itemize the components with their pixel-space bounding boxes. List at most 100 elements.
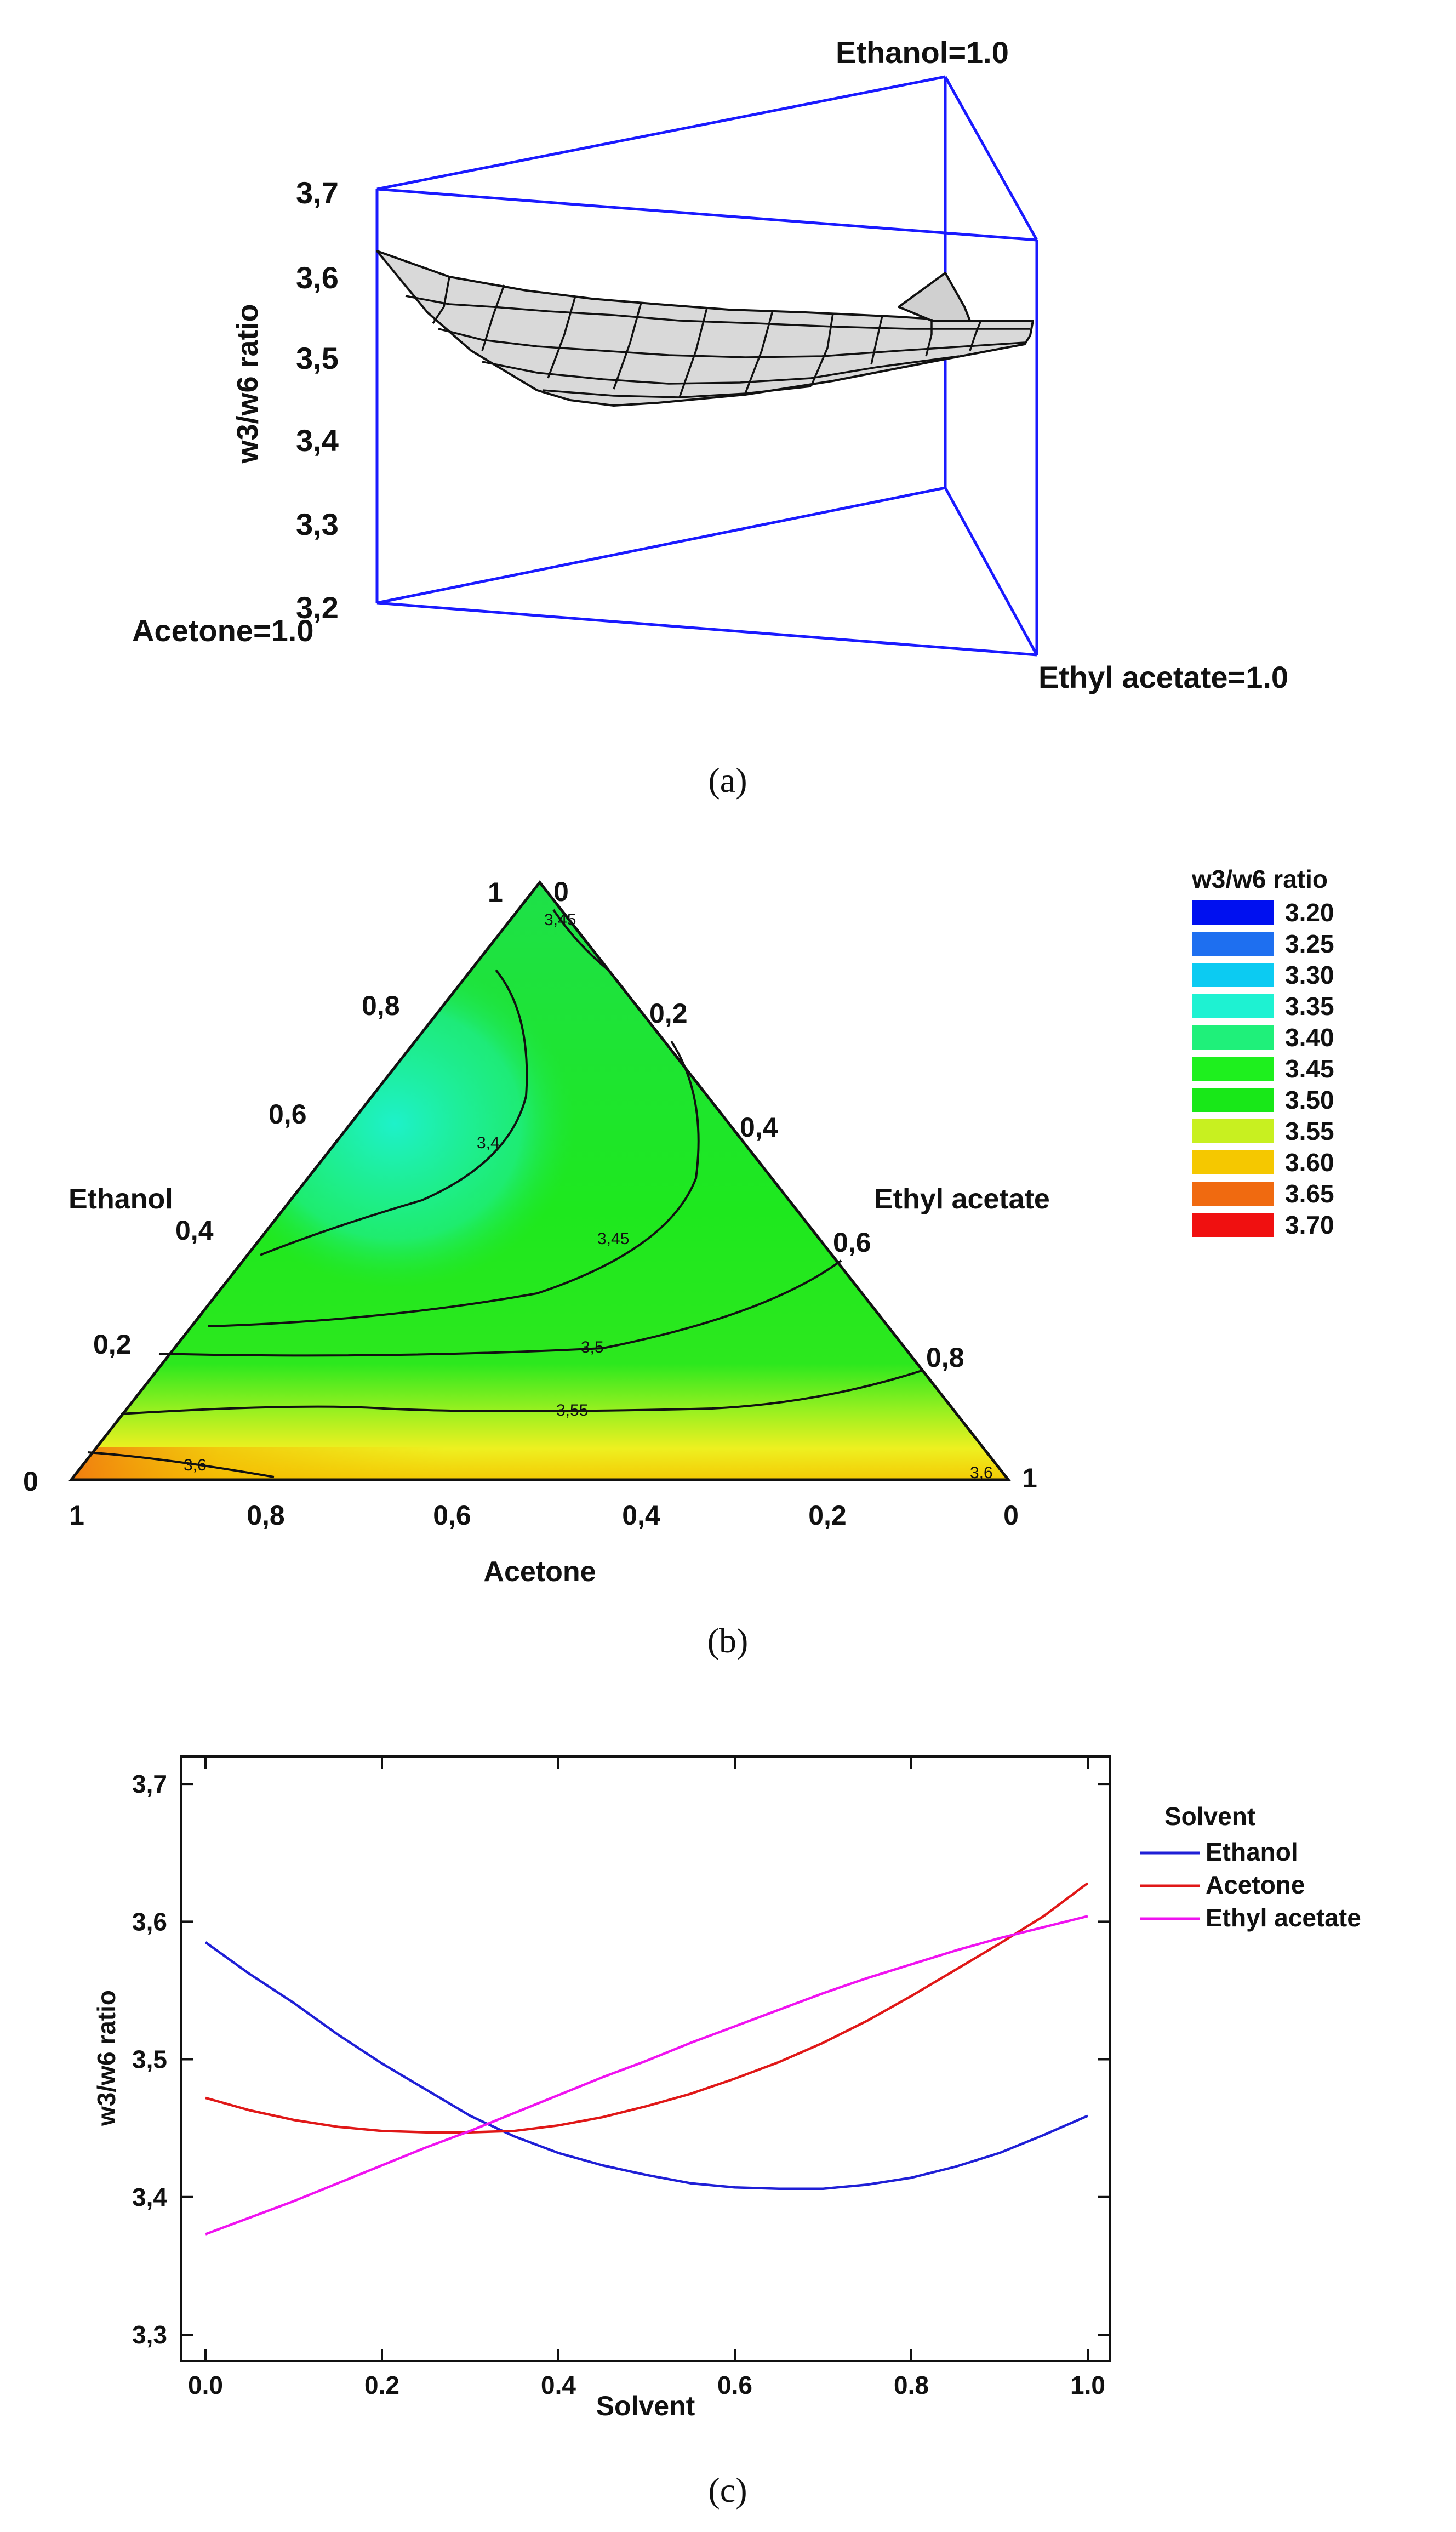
series-lines bbox=[204, 1882, 1089, 2236]
vertex-label-ethyl-acetate: Ethyl acetate=1.0 bbox=[1038, 660, 1288, 694]
ternary-frame bbox=[68, 880, 1012, 1481]
frame-edge bbox=[376, 187, 1037, 242]
ternary-left-tick: 0,8 bbox=[362, 990, 400, 1021]
line-legend: Ethanol Acetone Ethyl acetate bbox=[1140, 1838, 1361, 1932]
legend-swatch bbox=[1192, 1025, 1274, 1050]
mesh-line bbox=[925, 319, 933, 357]
axis-label-acetone: Acetone bbox=[483, 1556, 596, 1588]
panel-a: w3/w6 ratio 3,7 3,6 3,5 3,4 3,3 3,2 Acetone=1… bbox=[132, 35, 1288, 800]
caption-c: (c) bbox=[708, 2471, 747, 2510]
x-tick-label: 0.4 bbox=[541, 2371, 576, 2399]
y-axis-label-c: w3/w6 ratio bbox=[92, 1990, 121, 2126]
vertex-label-acetone: Acetone=1.0 bbox=[132, 613, 314, 648]
legend-swatch bbox=[1192, 1119, 1274, 1143]
x-tick-label: 1.0 bbox=[1070, 2371, 1105, 2399]
legend-swatch bbox=[1192, 1213, 1274, 1237]
contour-label: 3,5 bbox=[581, 1338, 604, 1356]
legend-label: Acetone bbox=[1206, 1871, 1305, 1899]
contour-line bbox=[552, 909, 609, 971]
mesh-line bbox=[744, 310, 774, 394]
contour-line bbox=[87, 1451, 275, 1478]
y-tick-label: 3,6 bbox=[132, 1907, 167, 1936]
panel-b: 3,45 3,4 3,45 3,5 3,55 3,6 3,6 0 0,2 0,4 0,… bbox=[23, 865, 1334, 1660]
mesh-line bbox=[678, 307, 708, 398]
z-tick-label: 3,5 bbox=[296, 341, 339, 375]
contour-label: 3,4 bbox=[477, 1134, 500, 1152]
y-tick-label: 3,4 bbox=[132, 2183, 167, 2211]
ternary-right-tick: 0,8 bbox=[926, 1342, 964, 1373]
mesh-line bbox=[870, 315, 883, 365]
y-tick-label: 3,5 bbox=[132, 2045, 167, 2074]
legend-swatch bbox=[1192, 963, 1274, 987]
series-line-acetone bbox=[205, 1882, 1089, 2134]
axis-label-ethyl-acetate: Ethyl acetate bbox=[874, 1183, 1050, 1215]
surface-peak bbox=[898, 272, 971, 322]
ternary-left-tick: 0,2 bbox=[93, 1329, 132, 1360]
vertex-label-ethanol: Ethanol=1.0 bbox=[836, 35, 1009, 70]
axis-label-ethanol: Ethanol bbox=[68, 1183, 173, 1215]
ternary-bottom-tick: 1 bbox=[69, 1500, 84, 1531]
surface-mesh bbox=[405, 276, 1030, 398]
legend-swatch bbox=[1192, 932, 1274, 956]
series-line-ethanol bbox=[204, 1941, 1088, 2190]
ternary-left-tick: 0,6 bbox=[269, 1099, 307, 1130]
z-tick-label: 3,2 bbox=[296, 590, 339, 625]
ternary-fill bbox=[71, 882, 1008, 1480]
ternary-bottom-tick: 0 bbox=[1003, 1500, 1019, 1531]
plot-area bbox=[180, 1755, 1111, 2362]
legend-label: 3.20 bbox=[1285, 898, 1334, 927]
contour-label: 3,6 bbox=[184, 1456, 207, 1474]
colorbar-legend: w3/w6 ratio 3.203.25 3.30 3.35 3.403.45 3.50… bbox=[1191, 865, 1334, 1239]
legend-swatch bbox=[1192, 1150, 1274, 1174]
x-tick-label: 0.2 bbox=[364, 2371, 399, 2399]
x-tick-label: 0.8 bbox=[894, 2371, 929, 2399]
mesh-line bbox=[481, 284, 505, 351]
legend-label: 3.50 bbox=[1285, 1086, 1334, 1114]
caption-b: (b) bbox=[707, 1621, 749, 1660]
ternary-left-tick: 0,4 bbox=[175, 1215, 214, 1246]
legend-label: Ethyl acetate bbox=[1206, 1903, 1361, 1932]
contour-label: 3,55 bbox=[556, 1401, 588, 1419]
mesh-line bbox=[432, 276, 450, 324]
frame-edge bbox=[376, 486, 946, 605]
frame-edge bbox=[376, 601, 1037, 657]
legend-label: 3.40 bbox=[1285, 1023, 1334, 1052]
caption-a: (a) bbox=[708, 761, 747, 800]
mesh-line bbox=[405, 295, 1030, 330]
legend-label: 3.65 bbox=[1285, 1179, 1334, 1208]
legend-swatch bbox=[1192, 900, 1274, 925]
legend-label: 3.35 bbox=[1285, 992, 1334, 1020]
ternary-right-tick: 0,6 bbox=[833, 1227, 871, 1258]
x-tick-label: 0.0 bbox=[188, 2371, 223, 2399]
legend-title-c: Solvent bbox=[1164, 1802, 1255, 1830]
ternary-tick-labels: 00,20,40,60,81 00,20,40,60,811 0,8 0,6 0,4 0,… bbox=[23, 876, 1037, 1531]
ternary-right-tick: 0,2 bbox=[649, 998, 688, 1029]
x-tick-label: 0.6 bbox=[717, 2371, 752, 2399]
legend-label: 3.60 bbox=[1285, 1148, 1334, 1177]
ternary-right-tick: 1 bbox=[1022, 1463, 1037, 1493]
ternary-bottom-tick: 0,2 bbox=[808, 1500, 847, 1531]
legend-swatch bbox=[1192, 994, 1274, 1018]
ternary-left-tick: 1 bbox=[488, 877, 503, 908]
response-surface bbox=[376, 250, 1034, 407]
legend-label: 3.55 bbox=[1285, 1117, 1334, 1145]
legend-rows: 3.203.25 3.30 3.35 3.403.45 3.50 3.55 3.603.65… bbox=[1192, 898, 1334, 1239]
panel-c: 0.0 0.2 0.4 0.6 0.8 1.0 3,3 3,4 3,5 3,6 3,7 Solven… bbox=[92, 1755, 1361, 2510]
z-tick-label: 3,7 bbox=[296, 175, 339, 210]
ternary-right-tick: 0,4 bbox=[740, 1112, 778, 1143]
z-tick-label: 3,4 bbox=[296, 423, 339, 458]
mesh-line bbox=[613, 302, 642, 390]
contour-line bbox=[208, 1040, 700, 1327]
legend-label: 3.30 bbox=[1285, 961, 1334, 989]
legend-label: 3.70 bbox=[1285, 1211, 1334, 1239]
x-axis-label: Solvent bbox=[596, 2391, 695, 2421]
legend-swatch bbox=[1192, 1182, 1274, 1206]
z-tick-label: 3,3 bbox=[296, 507, 339, 541]
mesh-line bbox=[547, 295, 576, 379]
mesh-line bbox=[969, 320, 982, 351]
ternary-bottom-tick: 0,6 bbox=[433, 1500, 471, 1531]
ternary-bottom-tick: 0,8 bbox=[247, 1500, 285, 1531]
ternary-bottom-tick: 0,4 bbox=[622, 1500, 660, 1531]
ternary-right-tick: 0 bbox=[553, 876, 569, 907]
legend-swatch bbox=[1192, 1057, 1274, 1081]
